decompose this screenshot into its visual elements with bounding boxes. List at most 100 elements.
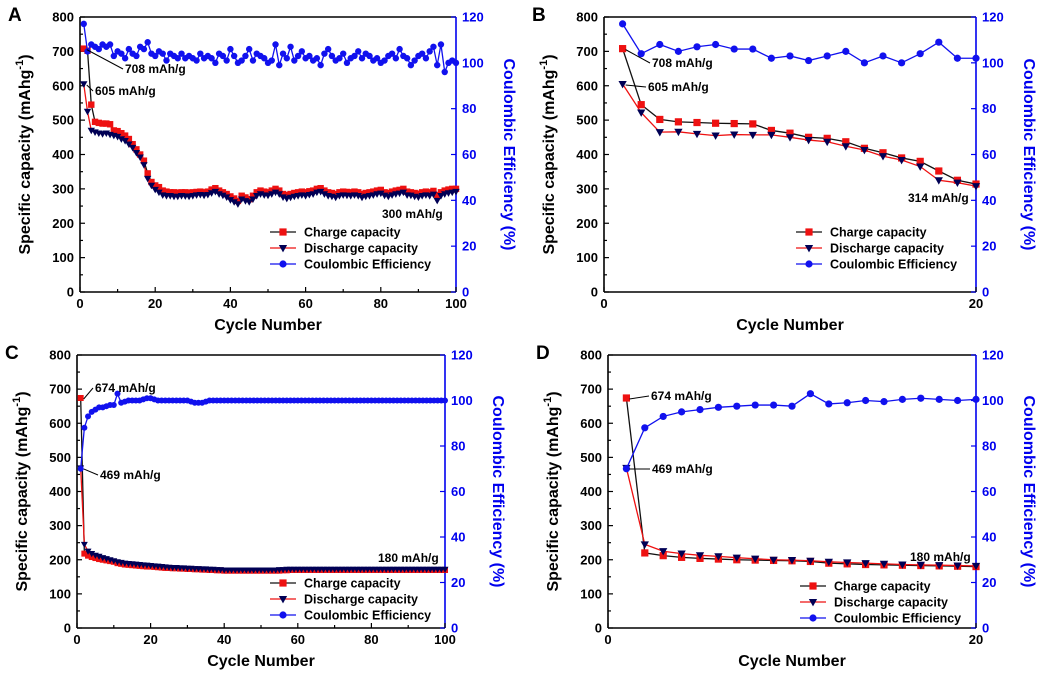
point-charge (219, 189, 227, 196)
legend-label-discharge: Discharge capacity (834, 596, 948, 610)
legend-marker-discharge (278, 244, 288, 253)
point-efficiency (246, 45, 253, 53)
point-efficiency (81, 424, 88, 431)
point-charge (212, 184, 219, 192)
point-charge (182, 189, 189, 196)
point-discharge (151, 186, 159, 194)
point-charge (77, 394, 84, 401)
annotation-label: 708 mAh/g (125, 62, 186, 76)
point-discharge (332, 194, 340, 202)
y2-tick-label: 120 (982, 348, 1004, 363)
legend-label-charge: Charge capacity (304, 577, 401, 591)
point-efficiency (272, 41, 279, 48)
point-charge (637, 101, 645, 109)
y2-axis-title: Coulombic Efficiency (%) (489, 395, 506, 587)
x-tick-label: 0 (76, 296, 83, 311)
point-efficiency (227, 45, 234, 53)
point-efficiency (381, 57, 388, 64)
series-discharge (80, 81, 460, 208)
point-discharge (136, 154, 144, 162)
point-discharge (140, 162, 148, 169)
legend-marker-discharge (278, 595, 288, 604)
annotation-arrow (83, 468, 99, 476)
panel-c: C010020030040050060070080002040608010012… (5, 343, 506, 670)
point-discharge (316, 188, 325, 196)
annotation-arrow (86, 49, 124, 70)
point-discharge (87, 127, 95, 135)
x-tick-label: 80 (364, 632, 378, 647)
legend-label-discharge: Discharge capacity (304, 242, 418, 256)
legend-marker-efficiency (805, 260, 813, 268)
point-charge (81, 550, 88, 557)
legend-label-efficiency: Coulombic Efficiency (304, 609, 431, 623)
point-efficiency (823, 52, 831, 60)
point-efficiency (407, 61, 415, 69)
point-efficiency (144, 39, 151, 46)
point-charge (204, 188, 212, 195)
y-tick-label: 600 (576, 78, 598, 93)
y-tick-label: 800 (52, 10, 74, 25)
point-charge (385, 189, 392, 197)
point-discharge (971, 183, 981, 191)
point-charge (767, 126, 775, 135)
y-axis-title: Specific capacity (mAhg-1) (11, 391, 31, 591)
legend: Charge capacity Discharge capacity Coulomb… (796, 226, 957, 272)
point-charge (916, 157, 924, 165)
point-charge (215, 187, 223, 194)
point-charge (388, 188, 396, 195)
point-discharge (841, 143, 850, 151)
panel-d: D010020030040050060070080002040608010012… (536, 343, 1037, 670)
point-efficiency (84, 48, 91, 55)
point-discharge (732, 554, 741, 563)
point-charge (103, 120, 110, 127)
point-charge (121, 132, 129, 139)
point-charge (144, 170, 151, 177)
point-discharge (429, 191, 438, 199)
point-discharge (785, 134, 795, 142)
legend-label-charge: Charge capacity (830, 226, 927, 240)
annotation-label: 180 mAh/g (910, 550, 971, 564)
point-efficiency (298, 48, 306, 55)
y2-tick-label: 40 (982, 530, 996, 545)
y-axis-title: Specific capacity (mAhg-1) (14, 54, 34, 254)
x-tick-label: 60 (291, 632, 305, 647)
point-charge (276, 187, 283, 194)
point-discharge (354, 193, 362, 200)
y2-tick-label: 80 (451, 439, 465, 454)
point-charge (99, 120, 106, 127)
point-charge (426, 189, 433, 196)
legend-label-charge: Charge capacity (304, 226, 401, 240)
legend-label-efficiency: Coulombic Efficiency (834, 612, 961, 626)
point-efficiency (110, 402, 117, 409)
point-charge (656, 115, 664, 124)
point-charge (693, 118, 701, 127)
point-discharge (916, 163, 925, 171)
x-tick-label: 100 (445, 296, 467, 311)
point-discharge (695, 552, 705, 560)
point-discharge (971, 562, 981, 571)
y-tick-label: 500 (580, 450, 602, 465)
point-discharge (147, 182, 156, 190)
point-discharge (767, 131, 776, 140)
point-charge (336, 189, 343, 196)
x-tick-label: 60 (298, 296, 312, 311)
point-efficiency (825, 400, 833, 408)
x-tick-label: 40 (217, 632, 231, 647)
y2-tick-label: 20 (982, 239, 996, 254)
point-efficiency (343, 59, 351, 67)
y-tick-label: 300 (580, 518, 602, 533)
point-discharge (268, 191, 276, 198)
point-efficiency (678, 408, 686, 416)
point-discharge (640, 541, 649, 549)
point-discharge (441, 566, 449, 573)
point-efficiency (786, 52, 794, 60)
point-efficiency (733, 402, 741, 410)
point-charge (879, 149, 887, 157)
point-discharge (84, 548, 92, 555)
annotation-arrow (83, 387, 94, 400)
point-charge (422, 188, 430, 195)
point-charge (283, 191, 290, 199)
point-efficiency (442, 397, 448, 404)
point-charge (279, 190, 287, 198)
